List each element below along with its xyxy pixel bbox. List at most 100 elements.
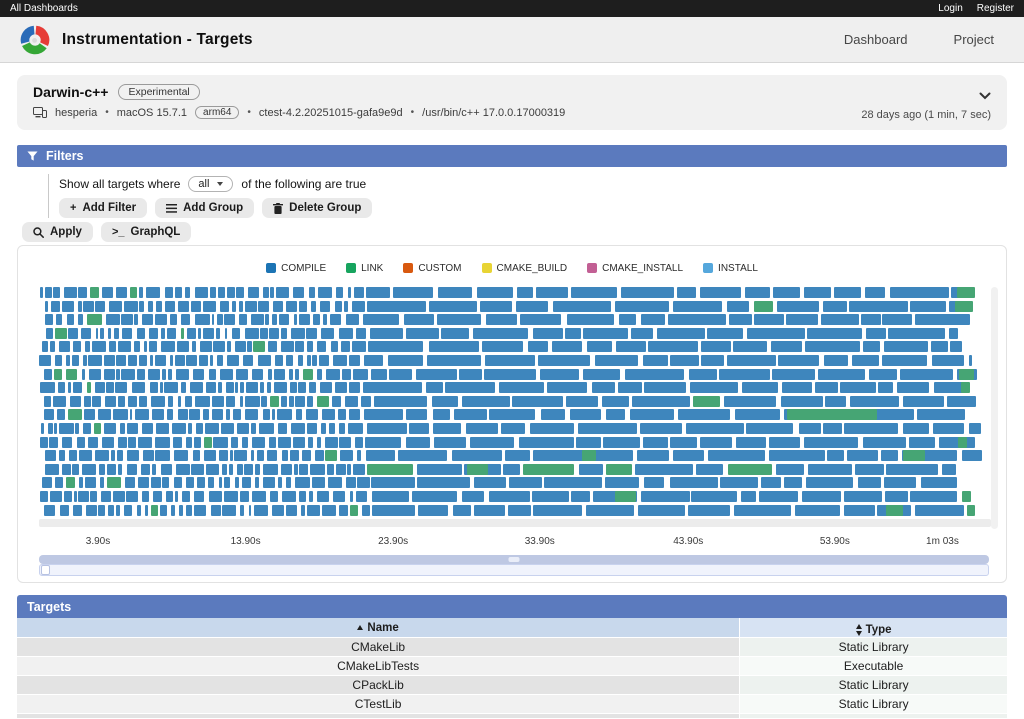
timeline-segment[interactable] bbox=[150, 395, 165, 407]
timeline-segment[interactable] bbox=[248, 287, 259, 298]
timeline-segment[interactable] bbox=[55, 314, 63, 326]
timeline-segment[interactable] bbox=[162, 477, 169, 489]
timeline-segment[interactable] bbox=[516, 287, 534, 298]
timeline-segment[interactable] bbox=[136, 504, 141, 516]
timeline-segment[interactable] bbox=[299, 463, 308, 475]
timeline-segment[interactable] bbox=[367, 341, 424, 353]
timeline-segment[interactable] bbox=[708, 450, 765, 462]
timeline-segment[interactable] bbox=[59, 504, 69, 516]
timeline-segment[interactable] bbox=[571, 490, 591, 502]
timeline-segment[interactable] bbox=[361, 395, 372, 407]
timeline-segment[interactable] bbox=[169, 354, 174, 366]
timeline-segment[interactable] bbox=[295, 409, 302, 421]
timeline-segment[interactable] bbox=[306, 395, 313, 407]
timeline-segment[interactable] bbox=[536, 287, 569, 298]
timeline-segment[interactable] bbox=[154, 314, 167, 326]
timeline-segment[interactable] bbox=[625, 368, 684, 380]
timeline-segment[interactable] bbox=[621, 287, 675, 298]
timeline-segment[interactable] bbox=[190, 300, 202, 312]
timeline-segment[interactable] bbox=[66, 477, 75, 489]
timeline-segment[interactable] bbox=[771, 368, 816, 380]
timeline-segment[interactable] bbox=[118, 436, 127, 448]
timeline-segment[interactable] bbox=[285, 300, 298, 312]
timeline-segment[interactable] bbox=[699, 436, 732, 448]
timeline-segment[interactable] bbox=[776, 300, 820, 312]
timeline-segment[interactable] bbox=[219, 300, 230, 312]
timeline-segment[interactable] bbox=[290, 450, 300, 462]
timeline-segment[interactable] bbox=[274, 354, 284, 366]
timeline-segment[interactable] bbox=[949, 300, 961, 312]
timeline-segment[interactable] bbox=[173, 450, 189, 462]
timeline-segment[interactable] bbox=[257, 450, 264, 462]
timeline-segment[interactable] bbox=[272, 504, 284, 516]
timeline-segment[interactable] bbox=[316, 395, 330, 407]
timeline-segment[interactable] bbox=[128, 395, 138, 407]
timeline-segment[interactable] bbox=[203, 436, 212, 448]
timeline-segment[interactable] bbox=[551, 341, 582, 353]
timeline-segment[interactable] bbox=[364, 354, 384, 366]
timeline-segment[interactable] bbox=[176, 368, 190, 380]
timeline-segment[interactable] bbox=[302, 368, 314, 380]
timeline-segment[interactable] bbox=[293, 463, 298, 475]
timeline-segment[interactable] bbox=[155, 450, 171, 462]
timeline-segment[interactable] bbox=[190, 463, 204, 475]
timeline-segment[interactable] bbox=[116, 504, 121, 516]
timeline-segment[interactable] bbox=[295, 341, 305, 353]
timeline-segment[interactable] bbox=[200, 341, 212, 353]
timeline-segment[interactable] bbox=[466, 422, 498, 434]
timeline-segment[interactable] bbox=[504, 450, 531, 462]
timeline-segment[interactable] bbox=[137, 477, 149, 489]
timeline-segment[interactable] bbox=[340, 341, 350, 353]
timeline-segment[interactable] bbox=[329, 422, 336, 434]
timeline-segment[interactable] bbox=[83, 354, 87, 366]
timeline-segment[interactable] bbox=[254, 504, 269, 516]
timeline-segment[interactable] bbox=[87, 354, 103, 366]
timeline-segment[interactable] bbox=[307, 341, 314, 353]
timeline-segment[interactable] bbox=[175, 354, 185, 366]
timeline-segment[interactable] bbox=[693, 395, 720, 407]
timeline-segment[interactable] bbox=[87, 314, 102, 326]
timeline-segment[interactable] bbox=[276, 409, 292, 421]
timeline-segment[interactable] bbox=[320, 300, 331, 312]
timeline-segment[interactable] bbox=[239, 314, 247, 326]
target-name-cell[interactable]: CPackLib bbox=[17, 675, 740, 695]
timeline-segment[interactable] bbox=[781, 395, 823, 407]
timeline-segment[interactable] bbox=[848, 300, 908, 312]
timeline-segment[interactable] bbox=[291, 422, 305, 434]
timeline-segment[interactable] bbox=[804, 341, 861, 353]
timeline-segment[interactable] bbox=[480, 300, 512, 312]
timeline-segment[interactable] bbox=[288, 368, 294, 380]
timeline-segment[interactable] bbox=[518, 436, 574, 448]
timeline-segment[interactable] bbox=[823, 354, 848, 366]
timeline-segment[interactable] bbox=[630, 409, 674, 421]
timeline-segment[interactable] bbox=[230, 436, 238, 448]
timeline-segment[interactable] bbox=[97, 409, 111, 421]
timeline-segment[interactable] bbox=[602, 395, 629, 407]
timeline-segment[interactable] bbox=[332, 490, 346, 502]
timeline-segment[interactable] bbox=[639, 422, 682, 434]
timeline-segment[interactable] bbox=[302, 450, 311, 462]
timeline-segment[interactable] bbox=[533, 327, 564, 339]
timeline-segment[interactable] bbox=[44, 450, 57, 462]
timeline-segment[interactable] bbox=[244, 300, 257, 312]
timeline-segment[interactable] bbox=[933, 382, 964, 394]
timeline-segment[interactable] bbox=[68, 327, 79, 339]
timeline-segment[interactable] bbox=[318, 287, 332, 298]
timeline-segment[interactable] bbox=[39, 287, 44, 298]
timeline-segment[interactable] bbox=[83, 395, 92, 407]
timeline-segment[interactable] bbox=[931, 341, 948, 353]
timeline-segment[interactable] bbox=[882, 354, 927, 366]
timeline-segment[interactable] bbox=[643, 436, 668, 448]
timeline-segment[interactable] bbox=[208, 368, 216, 380]
timeline-segment[interactable] bbox=[337, 409, 346, 421]
timeline-segment[interactable] bbox=[724, 395, 776, 407]
timeline-segment[interactable] bbox=[577, 422, 637, 434]
timeline-segment[interactable] bbox=[239, 300, 244, 312]
legend-item[interactable]: LINK bbox=[346, 263, 383, 274]
timeline-segment[interactable] bbox=[578, 463, 603, 475]
timeline-segment[interactable] bbox=[754, 300, 773, 312]
column-header-name[interactable]: Name bbox=[17, 618, 740, 638]
timeline-segment[interactable] bbox=[273, 382, 288, 394]
timeline-segment[interactable] bbox=[101, 490, 112, 502]
timeline-segment[interactable] bbox=[286, 477, 292, 489]
